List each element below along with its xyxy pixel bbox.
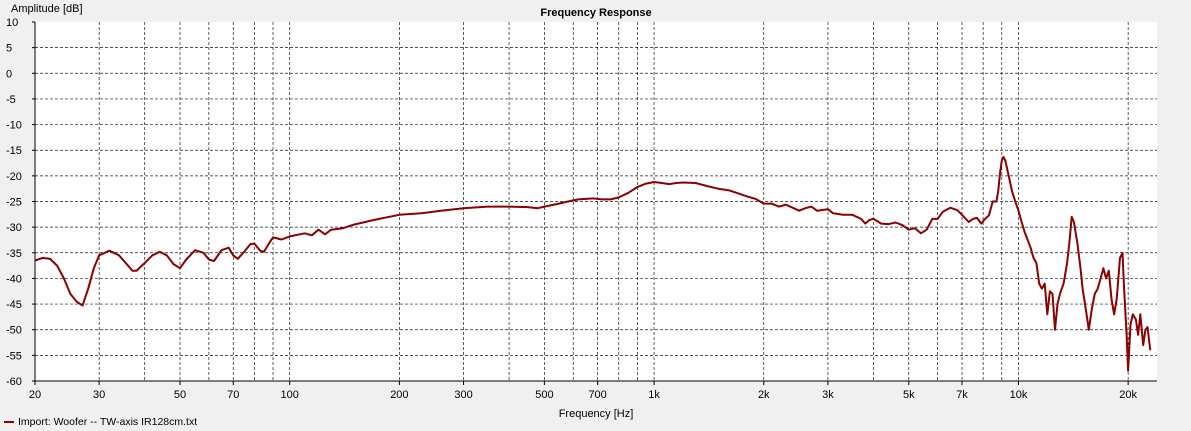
x-tick-label: 10k: [1010, 389, 1028, 401]
y-tick-label: -30: [6, 222, 22, 234]
x-tick-label: 300: [454, 389, 472, 401]
x-tick-label: 70: [227, 389, 239, 401]
x-tick-label: 500: [535, 389, 553, 401]
series-line: [34, 155, 1152, 372]
y-tick-label: -25: [6, 197, 22, 209]
x-tick-label: 5k: [903, 389, 915, 401]
y-tick-label: -55: [6, 350, 22, 362]
x-tick-label: 50: [174, 389, 186, 401]
x-tick-label: 7k: [956, 389, 968, 401]
y-tick-label: -15: [6, 145, 22, 157]
series-layer: [34, 155, 1152, 372]
x-tick-label: 20: [29, 389, 41, 401]
x-tick-label: 700: [588, 389, 606, 401]
legend: Import: Woofer -- TW-axis IR128cm.txt: [4, 416, 197, 428]
y-tick-label: 0: [6, 68, 12, 80]
y-axis-label: Amplitude [dB]: [11, 3, 83, 15]
x-tick-label: 20k: [1119, 389, 1137, 401]
tick-layer: 1050-5-10-15-20-25-30-35-40-45-50-55-602…: [6, 17, 1138, 401]
x-tick-label: 200: [390, 389, 408, 401]
chart-title: Frequency Response: [540, 7, 651, 19]
y-tick-label: -40: [6, 273, 22, 285]
y-tick-label: -5: [6, 94, 16, 106]
y-tick-label: -50: [6, 325, 22, 337]
x-tick-label: 1k: [648, 389, 660, 401]
x-axis-label: Frequency [Hz]: [559, 408, 634, 420]
legend-label: Import: Woofer -- TW-axis IR128cm.txt: [18, 416, 198, 428]
legend-swatch: [4, 421, 14, 423]
x-tick-label: 30: [93, 389, 105, 401]
grid-layer: [34, 22, 1157, 382]
x-tick-label: 2k: [758, 389, 770, 401]
y-tick-label: -10: [6, 120, 22, 132]
y-tick-label: -60: [6, 376, 22, 388]
x-tick-label: 3k: [822, 389, 834, 401]
y-tick-label: -20: [6, 171, 22, 183]
x-tick-label: 100: [281, 389, 299, 401]
y-tick-label: -45: [6, 299, 22, 311]
y-tick-label: 10: [6, 17, 18, 29]
y-tick-label: 5: [6, 43, 12, 55]
y-tick-label: -35: [6, 248, 22, 260]
